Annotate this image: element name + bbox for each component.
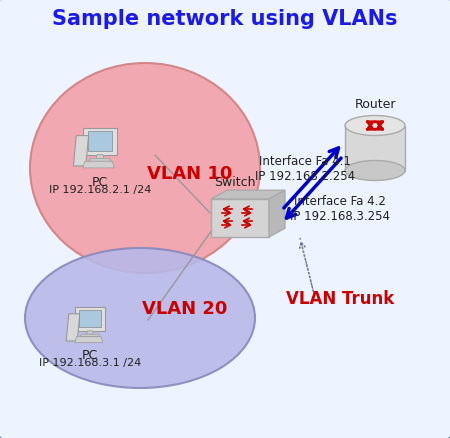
Text: PC: PC <box>92 176 108 189</box>
Text: VLAN Trunk: VLAN Trunk <box>286 290 394 307</box>
Text: VLAN 20: VLAN 20 <box>142 299 228 317</box>
Text: Router: Router <box>354 98 396 111</box>
Polygon shape <box>86 331 94 335</box>
Polygon shape <box>80 335 100 337</box>
Polygon shape <box>83 129 117 155</box>
Polygon shape <box>73 136 89 166</box>
Text: Switch: Switch <box>214 176 256 189</box>
Polygon shape <box>88 131 112 152</box>
Polygon shape <box>96 155 104 159</box>
Text: IP 192.168.3.1 /24: IP 192.168.3.1 /24 <box>39 357 141 367</box>
Polygon shape <box>83 162 114 169</box>
Ellipse shape <box>345 116 405 136</box>
Text: Interface Fa 4.2
IP 192.168.3.254: Interface Fa 4.2 IP 192.168.3.254 <box>290 194 390 223</box>
Polygon shape <box>345 126 405 171</box>
Polygon shape <box>211 200 269 237</box>
Text: Sample network using VLANs: Sample network using VLANs <box>52 9 398 29</box>
Polygon shape <box>269 191 285 237</box>
Ellipse shape <box>30 64 260 273</box>
Ellipse shape <box>25 248 255 388</box>
Polygon shape <box>75 307 105 331</box>
Polygon shape <box>89 159 112 162</box>
Text: VLAN 10: VLAN 10 <box>147 165 233 183</box>
Ellipse shape <box>345 161 405 181</box>
Polygon shape <box>66 314 80 341</box>
Polygon shape <box>211 191 285 200</box>
Text: Interface Fa 4.1
IP 192.168.2.254: Interface Fa 4.1 IP 192.168.2.254 <box>255 155 355 183</box>
Polygon shape <box>79 310 101 328</box>
Text: PC: PC <box>82 348 98 361</box>
Polygon shape <box>75 337 103 343</box>
Text: IP 192.168.2.1 /24: IP 192.168.2.1 /24 <box>49 184 151 194</box>
